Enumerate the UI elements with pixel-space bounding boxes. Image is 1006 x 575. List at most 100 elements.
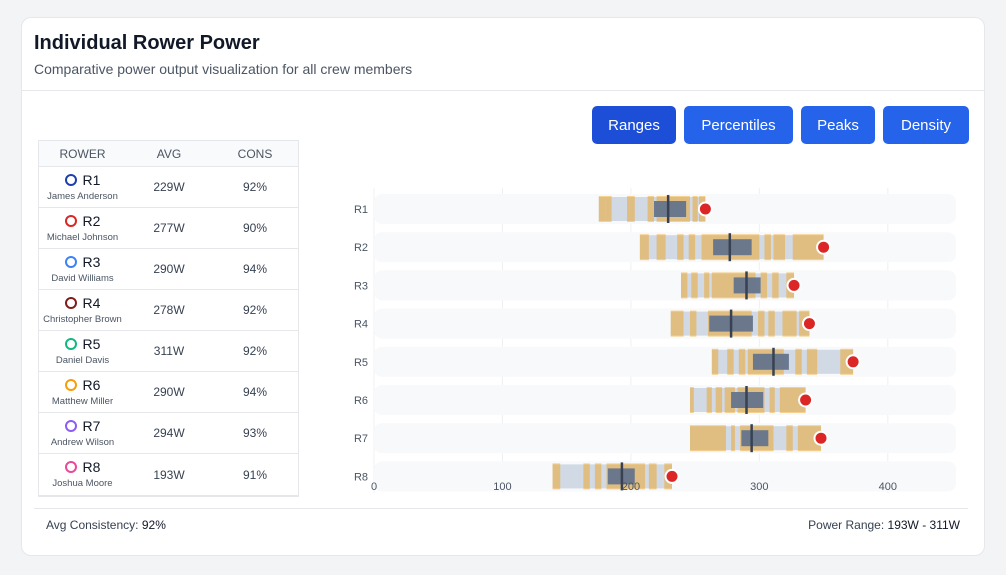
density-band: [627, 196, 635, 222]
density-band: [769, 387, 775, 413]
table-row[interactable]: R8 Joshua Moore 193W 91%: [39, 454, 298, 495]
density-band: [598, 196, 606, 222]
density-band: [706, 387, 712, 413]
density-band: [782, 310, 797, 337]
row-track: [374, 385, 957, 415]
percentiles-button[interactable]: Percentiles: [684, 106, 793, 144]
range-bar: [598, 197, 706, 221]
rower-avg: 311W: [153, 344, 185, 358]
iqr-box: [713, 239, 752, 256]
page-title: Individual Rower Power: [34, 32, 260, 54]
density-band: [704, 272, 710, 299]
rower-avg: 294W: [153, 426, 185, 440]
rower-color-ring-icon: [64, 173, 77, 186]
table-row[interactable]: R3 David Williams 290W 94%: [39, 249, 298, 290]
rower-cons: 94%: [242, 262, 268, 276]
table-row[interactable]: R4 Christopher Brown 278W 92%: [39, 290, 298, 331]
table-row[interactable]: R7 Andrew Wilson 294W 93%: [39, 413, 298, 454]
density-band: [689, 387, 694, 413]
density-band: [711, 348, 719, 375]
density-band: [670, 310, 684, 337]
rower-cons: 90%: [242, 221, 268, 235]
rower-color-ring-icon: [64, 378, 77, 391]
rower-id: R4: [82, 294, 101, 311]
peaks-button[interactable]: Peaks: [801, 106, 875, 144]
density-button[interactable]: Density: [883, 106, 969, 144]
footer-divider: [34, 508, 968, 509]
avg-consistency-value: 92%: [141, 518, 166, 532]
power-range: Power Range: 193W - 311W: [808, 518, 960, 532]
rower-id-group: R3: [39, 254, 126, 270]
rower-cell: R3 David Williams: [39, 249, 126, 290]
rower-name: Christopher Brown: [43, 313, 122, 325]
density-band: [680, 272, 688, 299]
rower-table: ROWER AVG CONS R1 James Anderson 229W 92% R2…: [38, 140, 299, 497]
density-band: [806, 348, 818, 375]
rower-avg: 290W: [153, 262, 185, 276]
page-subtitle: Comparative power output visualization f…: [34, 61, 413, 77]
row-track: [374, 346, 957, 377]
peak-marker: [664, 468, 680, 484]
density-band: [648, 463, 657, 490]
category-label: R3: [354, 280, 368, 292]
rower-id-group: R1: [39, 172, 126, 188]
rower-color-ring-icon: [64, 255, 77, 268]
iqr-box: [654, 201, 687, 217]
x-tick-label: 100: [493, 481, 511, 493]
density-band: [764, 234, 771, 261]
category-label: R6: [354, 395, 368, 407]
density-band: [760, 272, 768, 299]
ranges-button[interactable]: Ranges: [592, 106, 676, 144]
rower-cons: 92%: [242, 303, 268, 317]
power-range-value: 193W - 311W: [887, 518, 960, 532]
row-track: [374, 308, 957, 339]
density-band: [583, 463, 590, 490]
density-band: [594, 463, 602, 490]
density-band: [689, 425, 726, 452]
rower-id-group: R2: [39, 213, 126, 229]
x-tick-label: 400: [879, 481, 897, 493]
density-band: [639, 234, 649, 261]
power-range-label: Power Range:: [808, 518, 885, 532]
rower-name: Joshua Moore: [52, 478, 113, 489]
rower-avg: 278W: [153, 303, 185, 317]
rower-id-group: R4: [39, 295, 126, 311]
rower-avg: 193W: [153, 467, 185, 482]
rower-id-group: R8: [39, 459, 126, 475]
density-band: [727, 348, 734, 375]
density-band: [738, 348, 746, 375]
category-label: R2: [354, 242, 368, 254]
table-row[interactable]: R6 Matthew Miller 290W 94%: [39, 372, 298, 413]
density-band: [692, 196, 698, 222]
density-band: [768, 310, 775, 337]
density-band: [797, 425, 822, 452]
table-row[interactable]: R1 James Anderson 229W 92%: [39, 167, 298, 208]
rower-cons: 91%: [242, 467, 268, 482]
peak-marker: [813, 430, 829, 446]
density-band: [688, 234, 696, 261]
rower-cell: R5 Daniel Davis: [39, 331, 126, 372]
density-band: [758, 310, 765, 337]
density-band: [689, 310, 697, 337]
category-label: R4: [354, 319, 368, 331]
density-band: [724, 387, 735, 413]
power-range-chart: R1 R2 R3 R4 R5 R6 R7 R80 100 200 300 400: [354, 188, 957, 493]
avg-consistency: Avg Consistency: 92%: [46, 518, 166, 532]
density-band: [795, 348, 802, 375]
density-band: [715, 387, 723, 413]
rower-cell: R6 Matthew Miller: [39, 372, 126, 413]
column-header-cons: CONS: [237, 146, 273, 161]
card-header: Individual Rower Power Comparative power…: [22, 18, 984, 91]
peak-marker: [801, 316, 817, 332]
iqr-box: [752, 353, 789, 370]
table-row[interactable]: R5 Daniel Davis 311W 92%: [39, 331, 298, 372]
rower-avg: 290W: [153, 385, 185, 399]
table-row[interactable]: R2 Michael Johnson 277W 90%: [39, 208, 298, 249]
density-band: [772, 272, 779, 299]
category-label: R7: [354, 433, 368, 445]
rower-id: R3: [82, 253, 101, 270]
row-track: [374, 270, 957, 301]
rower-avg: 277W: [153, 221, 185, 235]
category-label: R1: [354, 204, 368, 216]
rower-id: R1: [82, 171, 101, 188]
